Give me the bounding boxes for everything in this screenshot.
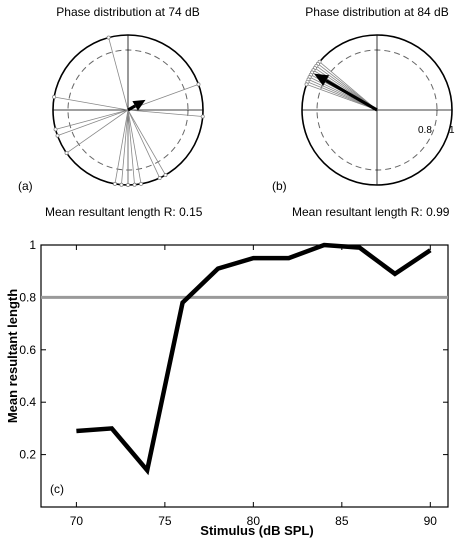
phase-vector (66, 109, 129, 154)
phase-vector (319, 61, 378, 111)
panel-a-caption: Mean resultant length R: 0.15 (45, 205, 203, 219)
panel-c-label: (c) (50, 482, 64, 496)
phase-vector (121, 109, 129, 185)
panel-b-title: Phase distribution at 84 dB (305, 5, 448, 19)
resultant-arrowhead (313, 73, 330, 86)
resultant-vector (127, 104, 136, 112)
phase-vector (306, 83, 378, 111)
phase-vector-tip (55, 133, 60, 138)
x-tick-label: 75 (158, 514, 172, 528)
phase-vector-tip (106, 35, 111, 40)
phase-vector-tip (52, 95, 57, 99)
panel-b: Phase distribution at 84 dB (b) Mean res… (272, 5, 455, 219)
x-tick-label: 90 (424, 514, 438, 528)
panel-a-label: (a) (18, 179, 33, 193)
y-axis-label: Mean resultant length (5, 289, 20, 423)
phase-vector (307, 81, 378, 111)
y-tick-label: 1 (29, 238, 36, 252)
resultant-arrowhead (132, 99, 146, 111)
panel-a-title: Phase distribution at 74 dB (56, 5, 199, 19)
panel-b-label: (b) (272, 179, 287, 193)
line-chart-c: 70 75 80 85 90 0.2 0.4 0.6 0.8 1 (19, 238, 449, 528)
radial-tick-label-1: 1 (449, 125, 455, 136)
panel-c: 70 75 80 85 90 0.2 0.4 0.6 0.8 1 (c) Stimulus (dB… (5, 238, 449, 538)
phase-vector (317, 63, 378, 111)
phase-vector-tip (200, 114, 205, 119)
series-line (76, 242, 432, 476)
phase-vector-tip (53, 127, 58, 132)
x-axis-label: Stimulus (dB SPL) (200, 523, 313, 538)
plot-frame (40, 244, 449, 508)
phase-vector-tip (157, 176, 162, 180)
polar-plot-a (52, 34, 205, 187)
x-tick-label: 85 (335, 514, 349, 528)
phase-vector (127, 109, 203, 117)
phase-vector (55, 109, 129, 130)
phase-vector (114, 109, 129, 184)
panel-b-caption: Mean resultant length R: 0.99 (292, 205, 450, 219)
phase-vector (127, 109, 142, 184)
phase-vector-tip (119, 182, 124, 187)
phase-vector-tip (64, 151, 69, 155)
phase-vector (127, 109, 166, 176)
phase-vector-tip (113, 181, 117, 186)
resultant-vector (325, 79, 378, 112)
phase-vector (127, 109, 135, 185)
phase-vector-tip (163, 173, 168, 177)
phase-vector-tip (126, 183, 130, 187)
y-tick-label: 0.2 (19, 448, 36, 462)
phase-vector (108, 37, 129, 111)
y-tick-label: 0.8 (19, 290, 36, 304)
phase-vector-tip (304, 82, 309, 87)
x-tick-label: 70 (70, 514, 84, 528)
phase-vector-tip (196, 82, 201, 87)
phase-vector (57, 109, 129, 137)
y-tick-label: 0.6 (19, 343, 36, 357)
y-tick-label: 0.4 (19, 395, 36, 409)
x-tick-label: 80 (247, 514, 261, 528)
phase-vector-tip (132, 182, 137, 187)
phase-vector (127, 109, 161, 179)
polar-plot-b (301, 34, 453, 186)
phase-vector-tip (139, 181, 143, 186)
radial-tick-label-08: 0.8 (418, 125, 432, 136)
panel-a: Phase distribution at 74 dB (a) Mean res… (18, 5, 205, 219)
phase-vector (54, 96, 129, 111)
